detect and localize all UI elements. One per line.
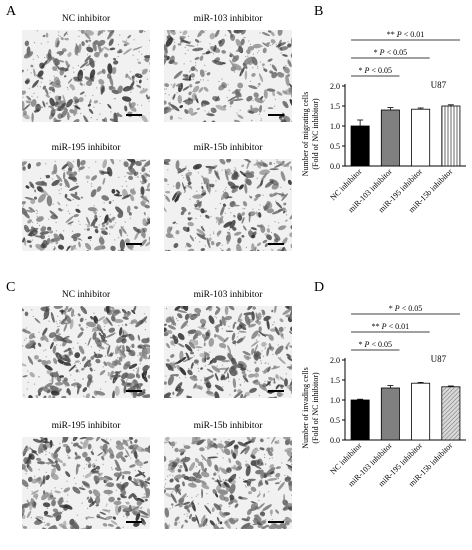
image-label: NC inhibitor xyxy=(61,290,111,300)
y-tick-label: 1.5 xyxy=(330,102,340,111)
micrograph-texture xyxy=(22,159,150,251)
image-label: NC inhibitor xyxy=(61,14,111,24)
bar xyxy=(380,387,400,441)
micrograph-texture xyxy=(164,306,292,398)
y-tick-label: 0.0 xyxy=(330,162,340,171)
migration-bar-chart: 0.0 0.5 1.0 1.5 2.0 Number of migrating cells… xyxy=(300,26,472,231)
y-axis-label: Number of migrating cells xyxy=(301,92,310,177)
micrograph-migration-mir15b xyxy=(164,159,292,251)
panel-letter-a: A xyxy=(6,4,17,19)
y-tick-label: 0.0 xyxy=(330,436,340,445)
micrograph-migration-mir103 xyxy=(164,30,292,122)
significance-label: ** P < 0.01 xyxy=(372,322,409,331)
panel-letter-b: B xyxy=(314,4,324,19)
y-tick-label: 0.5 xyxy=(330,142,340,151)
image-label: miR-195 inhibitor xyxy=(51,143,121,153)
bar xyxy=(380,109,400,167)
y-tick-label: 1.0 xyxy=(330,122,340,131)
migration-chart-svg: 0.0 0.5 1.0 1.5 2.0 Number of migrating cells… xyxy=(301,30,466,214)
image-label: miR-195 inhibitor xyxy=(51,421,121,431)
invasion-chart-svg: 0.0 0.5 1.0 1.5 2.0 Number of invading cells(… xyxy=(301,304,466,488)
micrograph-texture xyxy=(164,159,292,251)
bar xyxy=(441,105,461,167)
micrograph-migration-nc xyxy=(22,30,150,122)
micrograph-invasion-mir195 xyxy=(22,437,150,529)
cell-line-label: U87 xyxy=(431,80,447,90)
y-tick-label: 2.0 xyxy=(330,356,340,365)
significance-label: ** P < 0.01 xyxy=(387,30,424,39)
significance-label: * P < 0.05 xyxy=(359,340,392,349)
significance-label: * P < 0.05 xyxy=(359,66,392,75)
micrograph-invasion-mir103 xyxy=(164,306,292,398)
cell-line-label: U87 xyxy=(431,354,447,364)
bar xyxy=(411,382,431,441)
image-label: miR-15b inhibitor xyxy=(193,143,263,153)
significance-label: * P < 0.05 xyxy=(374,48,407,57)
bar xyxy=(350,125,370,167)
image-label: miR-15b inhibitor xyxy=(193,421,263,431)
y-tick-label: 0.5 xyxy=(330,416,340,425)
bar xyxy=(411,108,431,167)
micrograph-texture xyxy=(22,437,150,529)
panel-letter-c: C xyxy=(6,280,16,295)
y-tick-label: 1.5 xyxy=(330,376,340,385)
micrograph-migration-mir195 xyxy=(22,159,150,251)
micrograph-texture xyxy=(164,437,292,529)
y-axis-label: (Fold of NC inhibitor) xyxy=(311,372,320,444)
micrograph-texture xyxy=(164,30,292,122)
micrograph-texture xyxy=(22,306,150,398)
y-tick-label: 2.0 xyxy=(330,82,340,91)
micrograph-invasion-nc xyxy=(22,306,150,398)
image-label: miR-103 inhibitor xyxy=(193,290,263,300)
significance-label: * P < 0.05 xyxy=(389,304,422,313)
y-axis-label: (Fold of NC inhibitor) xyxy=(311,98,320,170)
panel-letter-d: D xyxy=(314,280,325,295)
image-label: miR-103 inhibitor xyxy=(193,14,263,24)
y-tick-label: 1.0 xyxy=(330,396,340,405)
micrograph-texture xyxy=(22,30,150,122)
micrograph-invasion-mir15b xyxy=(164,437,292,529)
invasion-bar-chart: 0.0 0.5 1.0 1.5 2.0 Number of invading cells(… xyxy=(300,300,472,505)
bar xyxy=(350,399,370,441)
y-axis-label: Number of invading cells xyxy=(301,367,310,449)
bar xyxy=(441,386,461,441)
